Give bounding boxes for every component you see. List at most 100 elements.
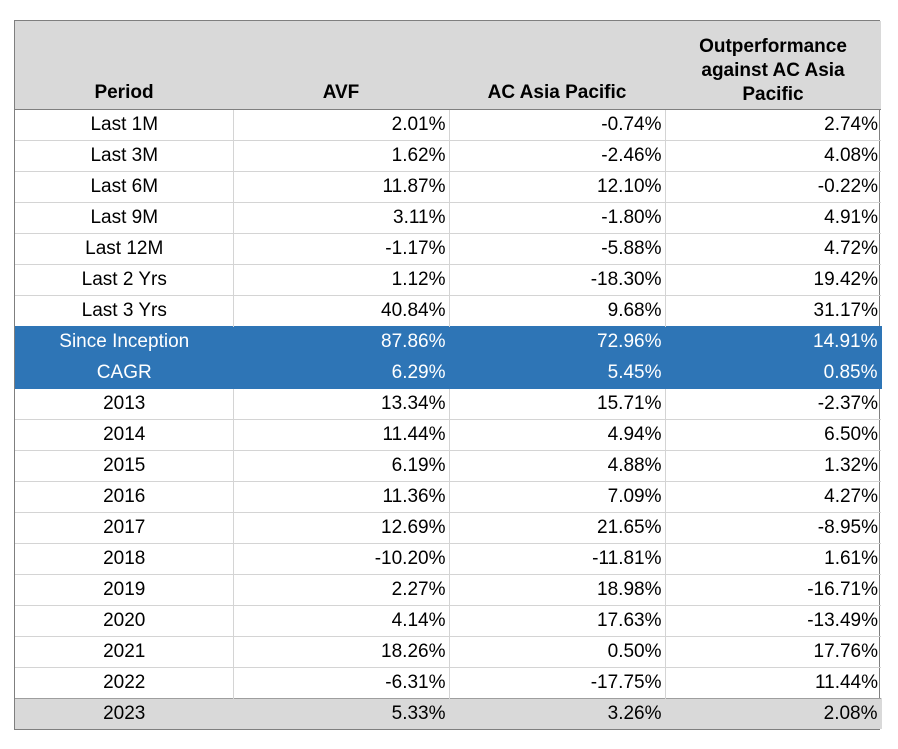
- avf-cell: 11.36%: [233, 481, 450, 513]
- period-cell: Last 2 Yrs: [15, 264, 234, 296]
- outperformance-cell: 4.91%: [665, 202, 881, 234]
- ac-cell: -18.30%: [449, 264, 666, 296]
- ac-cell: -1.80%: [449, 202, 666, 234]
- header-period: Period: [15, 21, 233, 110]
- avf-cell: 2.27%: [233, 574, 450, 606]
- avf-cell: 2.01%: [233, 109, 450, 141]
- table-row: 2014 11.44% 4.94% 6.50%: [15, 419, 881, 451]
- period-cell: CAGR: [15, 357, 234, 389]
- avf-cell: 6.19%: [233, 450, 450, 482]
- outperformance-cell: 19.42%: [665, 264, 881, 296]
- avf-cell: 11.44%: [233, 419, 450, 451]
- outperformance-cell: 1.61%: [665, 543, 881, 575]
- period-cell: Last 1M: [15, 109, 234, 141]
- header-ac-asia-pacific: AC Asia Pacific: [449, 21, 665, 110]
- period-cell: 2022: [15, 667, 234, 699]
- outperformance-cell: 4.27%: [665, 481, 881, 513]
- period-cell: 2013: [15, 388, 234, 420]
- period-cell: 2014: [15, 419, 234, 451]
- table-row: Last 3 Yrs 40.84% 9.68% 31.17%: [15, 295, 881, 327]
- period-cell: Last 3M: [15, 140, 234, 172]
- ac-cell: 0.50%: [449, 636, 666, 668]
- period-cell: Last 12M: [15, 233, 234, 265]
- ac-cell: -17.75%: [449, 667, 666, 699]
- avf-cell: 13.34%: [233, 388, 450, 420]
- table-row-highlighted: Since Inception 87.86% 72.96% 14.91%: [15, 326, 882, 358]
- avf-cell: 1.12%: [233, 264, 450, 296]
- avf-cell: 12.69%: [233, 512, 450, 544]
- period-cell: 2015: [15, 450, 234, 482]
- table-row: Last 1M 2.01% -0.74% 2.74%: [15, 109, 881, 141]
- table-row: 2017 12.69% 21.65% -8.95%: [15, 512, 881, 544]
- avf-cell: -6.31%: [233, 667, 450, 699]
- avf-cell: 4.14%: [233, 605, 450, 637]
- table-row: Last 12M -1.17% -5.88% 4.72%: [15, 233, 881, 265]
- performance-table-container: Period AVF AC Asia Pacific Outperformanc…: [14, 20, 882, 730]
- outperformance-cell: -2.37%: [665, 388, 881, 420]
- ac-cell: 9.68%: [449, 295, 666, 327]
- outperformance-cell: 4.72%: [665, 233, 881, 265]
- period-cell: 2016: [15, 481, 234, 513]
- avf-cell: 6.29%: [233, 357, 450, 389]
- avf-cell: 18.26%: [233, 636, 450, 668]
- table-row: Last 2 Yrs 1.12% -18.30% 19.42%: [15, 264, 881, 296]
- table-row: 2020 4.14% 17.63% -13.49%: [15, 605, 881, 637]
- avf-cell: 87.86%: [233, 326, 450, 358]
- period-cell: Last 3 Yrs: [15, 295, 234, 327]
- avf-cell: 5.33%: [233, 698, 450, 729]
- avf-cell: 1.62%: [233, 140, 450, 172]
- outperformance-cell: -16.71%: [665, 574, 881, 606]
- avf-cell: -10.20%: [233, 543, 450, 575]
- outperformance-cell: -8.95%: [665, 512, 881, 544]
- period-cell: Last 6M: [15, 171, 234, 203]
- table-row-highlighted: CAGR 6.29% 5.45% 0.85%: [15, 357, 882, 389]
- header-row: Period AVF AC Asia Pacific Outperformanc…: [15, 21, 881, 110]
- period-cell: Last 9M: [15, 202, 234, 234]
- outperformance-cell: 1.32%: [665, 450, 881, 482]
- period-cell: 2018: [15, 543, 234, 575]
- ac-cell: 18.98%: [449, 574, 666, 606]
- performance-table: Period AVF AC Asia Pacific Outperformanc…: [15, 21, 882, 729]
- ac-cell: 4.94%: [449, 419, 666, 451]
- outperformance-cell: 0.85%: [665, 357, 882, 389]
- table-row-shaded: 2023 5.33% 3.26% 2.08%: [15, 698, 882, 729]
- ac-cell: -0.74%: [449, 109, 666, 141]
- avf-cell: 40.84%: [233, 295, 450, 327]
- table-row: 2016 11.36% 7.09% 4.27%: [15, 481, 881, 513]
- ac-cell: 12.10%: [449, 171, 666, 203]
- ac-cell: -11.81%: [449, 543, 666, 575]
- ac-cell: 72.96%: [449, 326, 666, 358]
- period-cell: 2017: [15, 512, 234, 544]
- table-row: Last 6M 11.87% 12.10% -0.22%: [15, 171, 881, 203]
- table-row: Last 3M 1.62% -2.46% 4.08%: [15, 140, 881, 172]
- outperformance-cell: -0.22%: [665, 171, 881, 203]
- table-row: 2019 2.27% 18.98% -16.71%: [15, 574, 881, 606]
- period-cell: 2020: [15, 605, 234, 637]
- table-row: 2022 -6.31% -17.75% 11.44%: [15, 667, 881, 699]
- period-cell: Since Inception: [15, 326, 234, 358]
- avf-cell: 3.11%: [233, 202, 450, 234]
- ac-cell: 5.45%: [449, 357, 666, 389]
- ac-cell: 15.71%: [449, 388, 666, 420]
- avf-cell: -1.17%: [233, 233, 450, 265]
- header-outperformance: Outperformance against AC Asia Pacific: [665, 21, 881, 110]
- outperformance-cell: 2.74%: [824, 114, 878, 135]
- header-avf: AVF: [233, 21, 449, 110]
- table-row: 2018 -10.20% -11.81% 1.61%: [15, 543, 881, 575]
- ac-cell: -2.46%: [449, 140, 666, 172]
- table-row: 2015 6.19% 4.88% 1.32%: [15, 450, 881, 482]
- outperformance-cell: 4.08%: [665, 140, 881, 172]
- ac-cell: 3.26%: [449, 698, 666, 729]
- table-row: Last 9M 3.11% -1.80% 4.91%: [15, 202, 881, 234]
- ac-cell: 4.88%: [449, 450, 666, 482]
- ac-cell: 21.65%: [449, 512, 666, 544]
- outperformance-cell: 11.44%: [665, 667, 881, 699]
- outperformance-cell: 31.17%: [665, 295, 881, 327]
- outperformance-cell: 14.91%: [665, 326, 882, 358]
- table-row: 2013 13.34% 15.71% -2.37%: [15, 388, 881, 420]
- table-row: 2021 18.26% 0.50% 17.76%: [15, 636, 881, 668]
- period-cell: 2023: [15, 698, 234, 729]
- period-cell: 2019: [15, 574, 234, 606]
- ac-cell: 7.09%: [449, 481, 666, 513]
- period-cell: 2021: [15, 636, 234, 668]
